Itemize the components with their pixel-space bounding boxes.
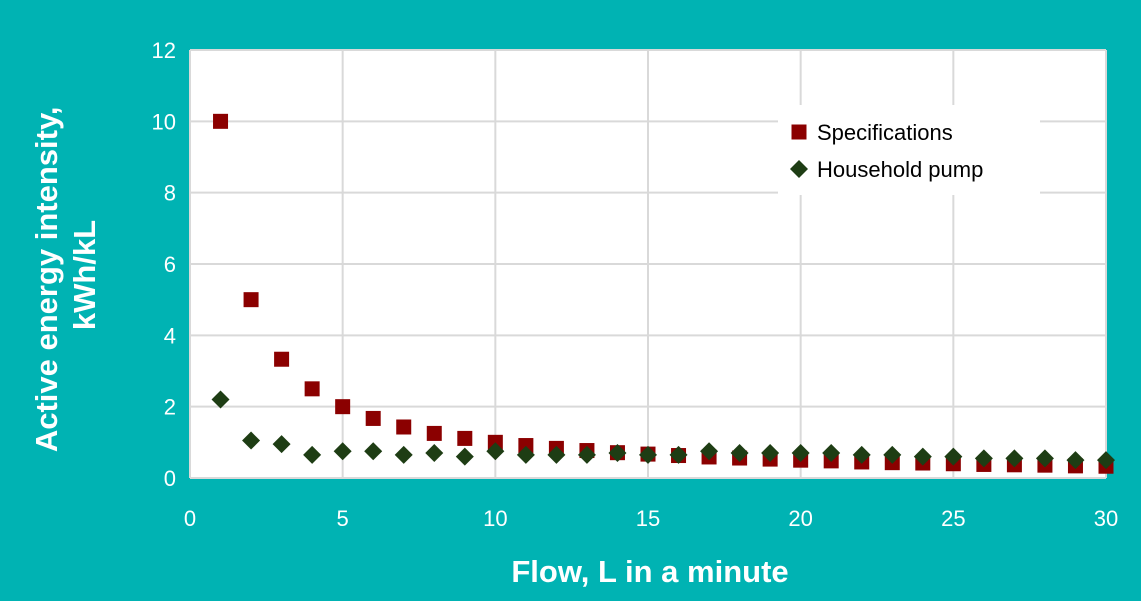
gridlines — [189, 49, 1107, 479]
x-tick-label: 0 — [184, 506, 196, 531]
household-pump-point — [1035, 449, 1054, 468]
x-tick-label: 30 — [1094, 506, 1118, 531]
specifications-point — [518, 438, 534, 454]
data-points — [211, 113, 1115, 474]
household-pump-point — [333, 442, 352, 461]
specifications-point — [396, 419, 412, 435]
household-pump-point — [700, 442, 719, 461]
specifications-point — [365, 410, 381, 426]
household-pump-point — [944, 447, 963, 466]
household-pump-point — [883, 445, 902, 464]
household-pump-point — [364, 442, 383, 461]
household-pump-point — [822, 444, 841, 463]
y-tick-label: 10 — [152, 109, 176, 134]
specifications-point — [274, 351, 290, 367]
specifications-point — [335, 399, 351, 415]
household-pump-point — [669, 445, 688, 464]
household-pump-point — [761, 444, 780, 463]
legend-marker — [790, 160, 808, 178]
y-tick-label: 8 — [164, 181, 176, 206]
legend-box — [778, 105, 1040, 195]
y-tick-label: 4 — [164, 323, 176, 348]
specifications-point — [243, 292, 259, 308]
household-pump-point — [791, 444, 810, 463]
household-pump-point — [577, 445, 596, 464]
series-household-pump — [211, 390, 1115, 470]
y-tick-label: 2 — [164, 395, 176, 420]
household-pump-point — [913, 447, 932, 466]
household-pump-point — [303, 445, 322, 464]
x-tick-label: 25 — [941, 506, 965, 531]
household-pump-point — [425, 444, 444, 463]
specifications-point — [213, 113, 229, 129]
household-pump-point — [516, 445, 535, 464]
household-pump-point — [730, 444, 749, 463]
legend-marker — [791, 124, 807, 140]
y-tick-label: 12 — [152, 38, 176, 63]
x-axis-title: Flow, L in a minute — [511, 554, 788, 589]
household-pump-point — [974, 449, 993, 468]
household-pump-point — [639, 445, 657, 464]
specifications-point — [426, 425, 442, 441]
y-tick-label: 6 — [164, 252, 176, 277]
household-pump-point — [394, 445, 413, 464]
household-pump-point — [486, 442, 505, 461]
specifications-point — [457, 430, 473, 446]
household-pump-point — [1066, 451, 1085, 470]
household-pump-point — [455, 447, 474, 466]
household-pump-point — [852, 445, 871, 464]
y-axis-title-line-1: Active energy intensity, — [29, 106, 64, 452]
tick-labels: 0 2 4 6 8 10 12 0 5 10 15 20 25 30 — [152, 38, 1119, 531]
household-pump-point — [608, 444, 627, 463]
legend-label: Specifications — [817, 120, 953, 145]
x-tick-label: 5 — [337, 506, 349, 531]
x-tick-label: 20 — [788, 506, 812, 531]
household-pump-point — [547, 445, 566, 464]
household-pump-point — [211, 390, 230, 409]
household-pump-point — [242, 431, 261, 450]
x-tick-label: 15 — [636, 506, 660, 531]
household-pump-point — [1097, 451, 1115, 470]
legend: Specifications Household pump — [778, 105, 1040, 195]
x-tick-label: 10 — [483, 506, 507, 531]
specifications-point — [304, 381, 320, 397]
household-pump-point — [272, 435, 291, 454]
y-axis-title-line-2: kWh/kL — [67, 220, 102, 330]
y-tick-label: 0 — [164, 466, 176, 491]
household-pump-point — [1005, 449, 1024, 468]
legend-label: Household pump — [817, 157, 983, 182]
y-axis-title: Active energy intensity, kWh/kL — [29, 98, 102, 452]
